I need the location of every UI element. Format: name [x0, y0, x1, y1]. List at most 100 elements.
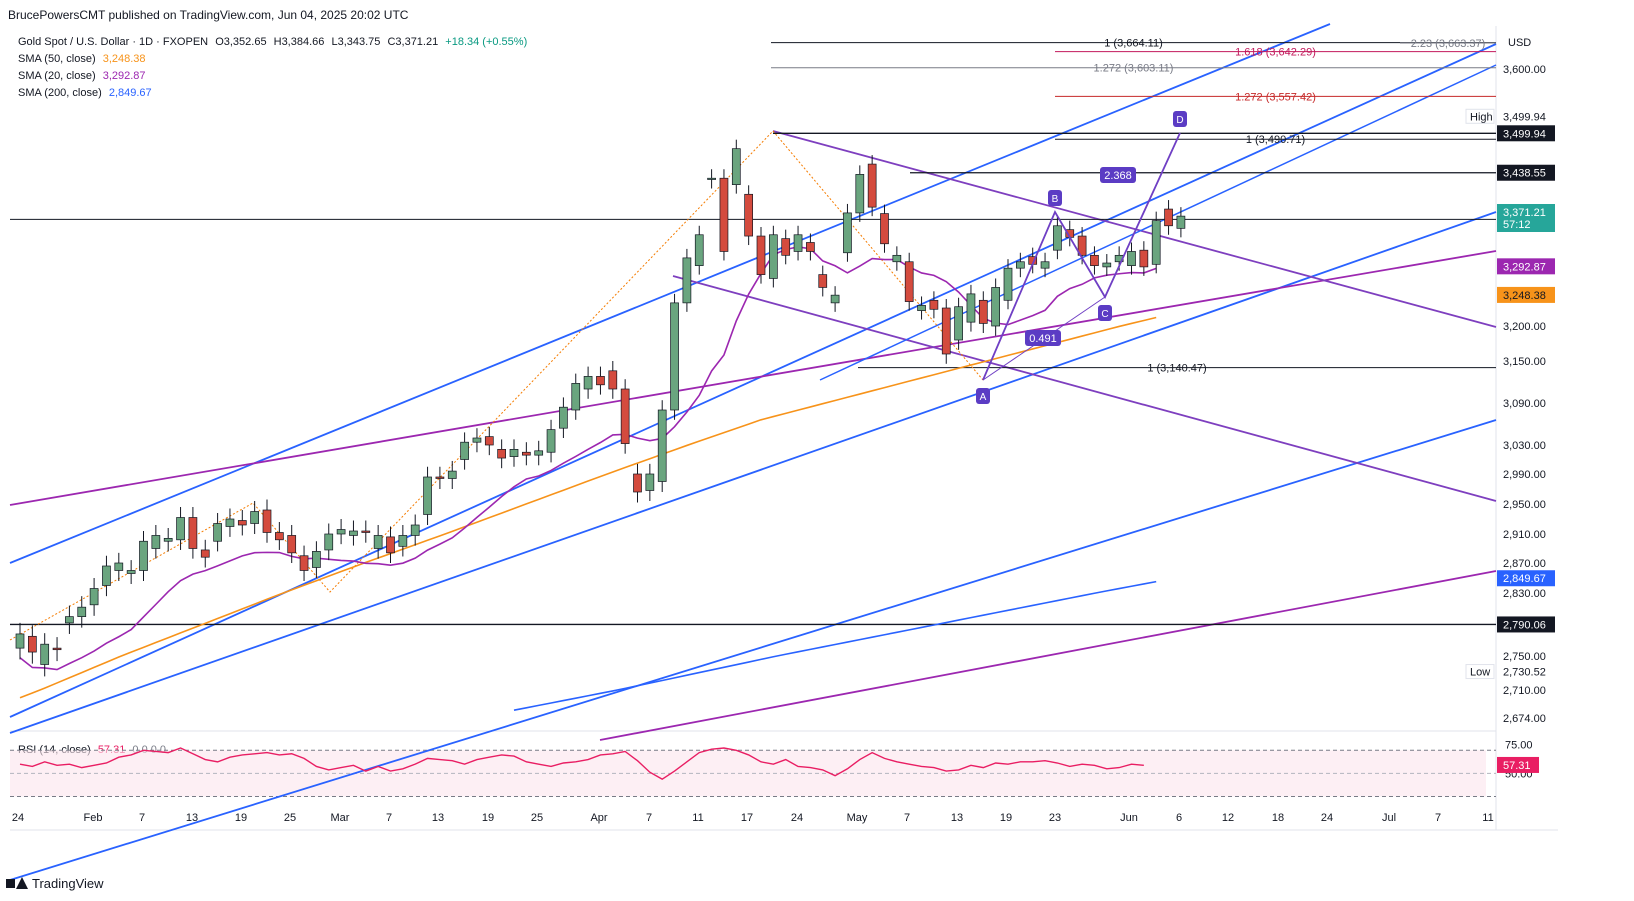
time-axis-tick: 17 — [741, 812, 753, 824]
price-label-bg — [1497, 616, 1555, 633]
fib-level-label: 2.23 (3,663.37) — [1411, 38, 1486, 50]
time-axis-tick: 11 — [1482, 812, 1493, 824]
candle-body — [867, 163, 877, 208]
ratio-label: 0.491 — [1029, 333, 1057, 345]
tradingview-logo-icon — [6, 876, 28, 891]
candle-body — [126, 570, 136, 574]
sma200-label: SMA (200, close) — [18, 87, 102, 99]
price-label-text: 2,790.06 — [1503, 619, 1546, 631]
candle-body — [904, 261, 914, 302]
time-axis-tick: 7 — [139, 812, 145, 824]
sma200-row[interactable]: SMA (200, close) 2,849.67 — [18, 85, 531, 102]
candle-body — [707, 177, 716, 180]
sma20-row[interactable]: SMA (20, close) 3,292.87 — [18, 68, 531, 85]
candle-body — [1077, 235, 1087, 256]
price-label-bg — [1497, 570, 1555, 587]
time-axis-tick: Jul — [1382, 812, 1396, 824]
high-tag-bg — [1465, 108, 1495, 124]
candle-body — [1053, 225, 1062, 251]
channel-line — [9, 211, 1497, 734]
channel-line — [9, 43, 1497, 718]
candle-body — [472, 437, 482, 443]
symbol-title[interactable]: Gold Spot / U.S. Dollar · 1D · FXOPEN — [18, 36, 209, 48]
candle-body — [806, 242, 815, 252]
countdown-text: 57:12 — [1503, 219, 1531, 231]
candle-body — [40, 643, 50, 665]
channel-line — [772, 130, 1497, 328]
candle-body — [139, 540, 148, 571]
candle-body — [1003, 267, 1013, 301]
time-axis-tick: 7 — [904, 812, 910, 824]
candle-body — [645, 473, 655, 491]
time-axis-tick: 7 — [1435, 812, 1441, 824]
price-label-text: 3,248.38 — [1503, 290, 1546, 302]
candle-body — [484, 436, 494, 446]
candle-body — [213, 523, 222, 542]
time-axis-tick: 13 — [186, 812, 198, 824]
price-axis-tick: 2,674.00 — [1503, 713, 1546, 725]
candle-body — [447, 470, 457, 479]
low-value: 2,730.52 — [1503, 667, 1546, 679]
candle-body — [991, 287, 1001, 327]
sma50-row[interactable]: SMA (50, close) 3,248.38 — [18, 51, 531, 68]
candle-body — [917, 305, 926, 311]
fib-level-label: 1.272 (3,603.11) — [1094, 63, 1174, 75]
price-label-bg — [1497, 125, 1555, 142]
price-axis-tick: 3,150.00 — [1503, 356, 1546, 368]
candle-body — [373, 535, 383, 549]
candle-body — [830, 294, 840, 304]
time-axis-tick: 23 — [1049, 812, 1061, 824]
symbol-row: Gold Spot / U.S. Dollar · 1D · FXOPEN O3… — [18, 34, 531, 51]
candle-body — [410, 524, 420, 536]
candle-body — [188, 517, 198, 549]
candle-body — [52, 647, 62, 651]
time-axis-tick: 25 — [284, 812, 296, 824]
candle-body — [818, 274, 828, 288]
price-axis-tick: 2,870.00 — [1503, 558, 1546, 570]
candle-body — [386, 536, 395, 554]
price-label-bg — [1497, 164, 1555, 181]
candle-body — [756, 235, 766, 275]
ohlc-open: O3,352.65 — [215, 36, 267, 48]
price-axis-tick: 3,200.00 — [1503, 321, 1546, 333]
candle-body — [1015, 261, 1025, 269]
candle-body — [608, 370, 618, 390]
time-axis-tick: 19 — [1000, 812, 1012, 824]
price-axis-tick: 2,950.00 — [1503, 499, 1546, 511]
price-axis-tick: 2,910.00 — [1503, 529, 1546, 541]
candle-body — [657, 409, 667, 482]
price-axis-tick: 3,600.00 — [1503, 64, 1546, 76]
ohlc-low: L3,343.75 — [331, 36, 381, 48]
time-axis-tick: Feb — [84, 812, 103, 824]
candle-body — [102, 565, 111, 586]
candle-body — [1164, 208, 1173, 227]
candle-body — [559, 406, 568, 429]
price-label-text: 3,292.87 — [1503, 261, 1546, 273]
ratio-label: 2.368 — [1104, 170, 1132, 182]
time-axis-tick: 6 — [1176, 812, 1182, 824]
time-axis-tick: Mar — [331, 812, 350, 824]
time-axis-tick: 18 — [1272, 812, 1284, 824]
candle-body — [620, 388, 630, 444]
ohlc-change: +18.34 (+0.55%) — [445, 36, 528, 48]
candle-body — [781, 238, 791, 256]
high-value: 3,499.94 — [1503, 111, 1546, 123]
pattern-point-marker — [1098, 305, 1112, 321]
time-axis-tick: 19 — [482, 812, 494, 824]
time-axis-tick: 24 — [1321, 812, 1333, 824]
sma50-line — [19, 316, 1157, 699]
channel-line — [599, 570, 1497, 741]
sma200-value: 2,849.67 — [108, 87, 152, 99]
candle-body — [1151, 220, 1161, 265]
candle-body — [163, 537, 173, 542]
time-axis-tick: 24 — [791, 812, 803, 824]
price-axis-tick: 2,830.00 — [1503, 588, 1546, 600]
sma20-value: 3,292.87 — [102, 70, 146, 82]
abcd-pattern — [982, 132, 1181, 381]
time-axis-tick: 25 — [531, 812, 543, 824]
candle-body — [200, 549, 210, 558]
candle-body — [361, 530, 371, 533]
candle-body — [287, 535, 297, 554]
channel-line — [9, 419, 1497, 881]
